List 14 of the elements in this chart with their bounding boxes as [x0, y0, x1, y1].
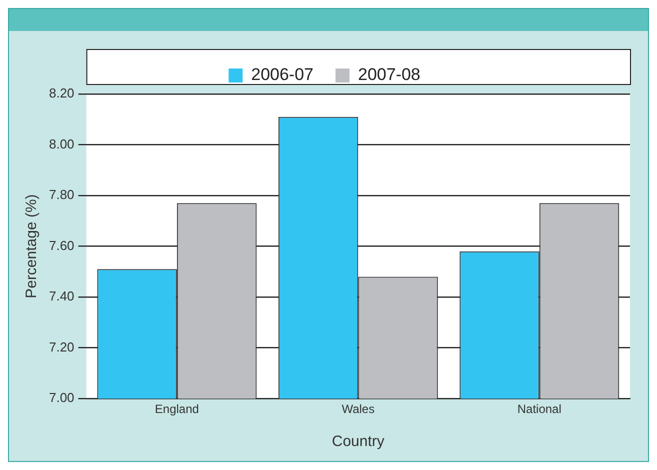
y-tick-label: 8.20 — [48, 86, 74, 101]
legend-label: 2006-07 — [251, 65, 314, 84]
y-tick-label: 7.20 — [48, 339, 74, 354]
legend-label: 2007-08 — [358, 65, 420, 84]
y-tick-label: 7.00 — [48, 390, 74, 406]
x-tick-label: Wales — [342, 402, 375, 416]
x-axis-title: Country — [332, 433, 385, 450]
x-tick-label: National — [517, 402, 562, 416]
y-tick-label: 8.00 — [48, 136, 74, 152]
y-tick-label: 7.60 — [48, 238, 74, 253]
x-tick-label: England — [154, 402, 199, 416]
y-tick-label: 7.80 — [48, 187, 74, 202]
y-tick-label: 7.40 — [48, 288, 74, 304]
y-axis-title: Percentage (%) — [23, 194, 40, 298]
